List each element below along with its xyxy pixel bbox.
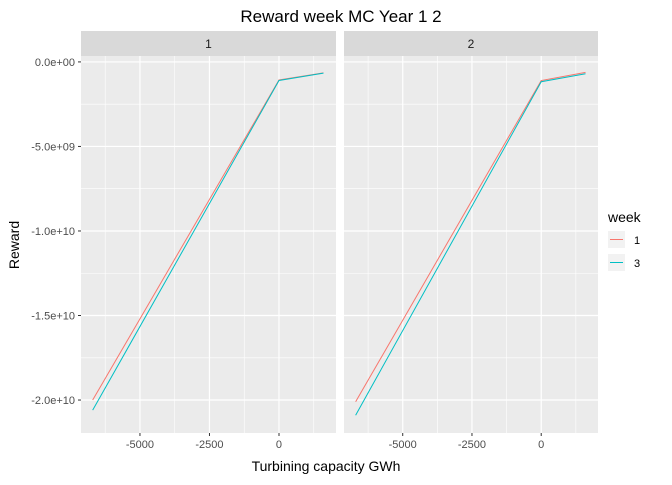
y-axis-label: Reward: [6, 221, 22, 269]
facet-strip-label: 1: [205, 37, 212, 51]
y-tick-label: -5.0e+09: [31, 141, 75, 153]
legend-label: 3: [634, 258, 640, 270]
y-tick-label: -2.0e+10: [31, 395, 75, 407]
panel-1: 1 -5000 -2500 0 0.0e+00 -5.0e+09 -1.0e+10 -1.5e…: [31, 31, 336, 451]
x-tick-label: -2500: [458, 439, 486, 451]
facet-strip: [81, 31, 336, 56]
y-tick-label: 0.0e+00: [35, 57, 75, 69]
x-tick-label: -5000: [126, 439, 154, 451]
x-axis-label: Turbining capacity GWh: [252, 458, 401, 474]
panel-background: [81, 56, 336, 433]
series-line-week-1: [355, 71, 586, 402]
panel-background: [344, 56, 598, 433]
series-line-week-3: [355, 73, 586, 416]
legend-label: 1: [634, 235, 640, 247]
y-tick-label: -1.0e+10: [31, 226, 75, 238]
x-tick-label: 0: [538, 439, 544, 451]
x-tick-label: -2500: [195, 439, 223, 451]
facet-strip: [344, 31, 598, 56]
x-tick-label: 0: [276, 439, 282, 451]
facet-strip-label: 2: [468, 37, 475, 51]
panel-2: 2 -5000 -2500 0: [344, 31, 598, 451]
y-tick-label: -1.5e+10: [31, 311, 75, 323]
series-line-week-3: [92, 72, 324, 411]
legend: week 1 3: [607, 209, 642, 271]
legend-title: week: [607, 209, 642, 225]
chart-title: Reward week MC Year 1 2: [240, 7, 441, 26]
x-tick-label: -5000: [389, 439, 417, 451]
